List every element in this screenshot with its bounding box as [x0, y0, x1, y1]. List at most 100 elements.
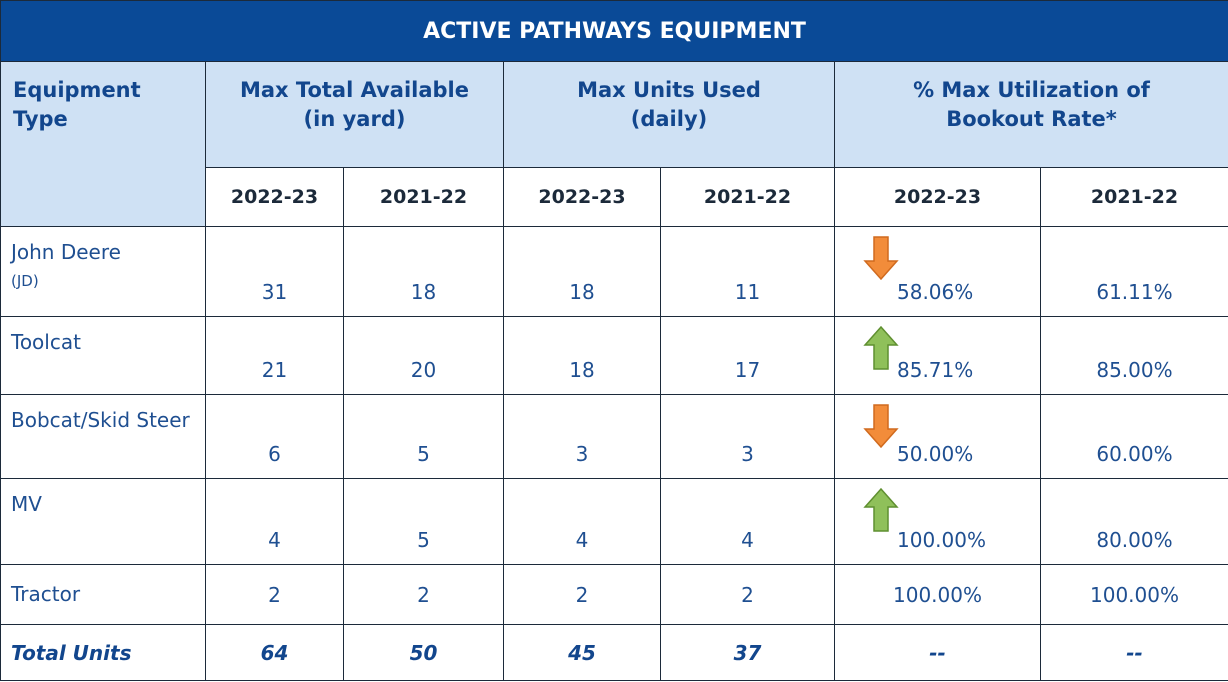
value-text: 3: [741, 442, 754, 466]
year-header: 2022-23: [834, 167, 1041, 227]
value-cell: 3: [660, 394, 835, 479]
value-cell: 80.00%: [1040, 478, 1228, 565]
value-text: 85.71%: [897, 358, 974, 382]
header-cell: % Max Utilization of Bookout Rate*: [834, 61, 1228, 168]
row-label: Bobcat/Skid Steer: [0, 394, 206, 479]
value-text: 100.00%: [897, 528, 986, 552]
value-cell: 31: [205, 226, 344, 317]
year-header: 2022-23: [503, 167, 661, 227]
total-cell: 45: [503, 624, 661, 681]
header-cell: Max Units Used (daily): [503, 61, 835, 168]
value-cell: 20: [343, 316, 504, 395]
table-row: Toolcat 21 20 18 17 85.71% 85.00%: [0, 316, 1228, 395]
value-cell: 100.00%: [834, 564, 1041, 625]
up-arrow: [863, 487, 899, 532]
header-line: Max Total Available: [239, 78, 469, 102]
value-cell: 11: [660, 226, 835, 317]
down-arrow: [863, 404, 899, 449]
total-cell: 50: [343, 624, 504, 681]
value-text: 50.00%: [897, 442, 974, 466]
value-cell: 50.00%: [834, 394, 1041, 479]
value-text: 31: [261, 280, 288, 304]
value-text: 2: [268, 582, 281, 607]
total-cell: 64: [205, 624, 344, 681]
total-row: Total Units 64 50 45 37 -- --: [0, 624, 1228, 681]
table-row: MV 4 5 4 4 100.00% 80.00%: [0, 478, 1228, 565]
value-cell: 21: [205, 316, 344, 395]
value-cell: 2: [205, 564, 344, 625]
total-label: Total Units: [0, 624, 206, 681]
value-text: 58.06%: [897, 280, 974, 304]
value-text: 4: [268, 528, 281, 552]
value-cell: 5: [343, 478, 504, 565]
label-text: John Deere: [11, 240, 121, 264]
value-cell: 85.00%: [1040, 316, 1228, 395]
header-line: Type: [13, 107, 68, 131]
value-text: 4: [741, 528, 754, 552]
year-header: 2021-22: [1040, 167, 1228, 227]
value-text: 3: [575, 442, 589, 466]
value-text: 5: [417, 528, 430, 552]
value-text: 4: [575, 528, 589, 552]
value-cell: 18: [503, 226, 661, 317]
value-cell: 4: [660, 478, 835, 565]
value-text: 100.00%: [893, 582, 982, 607]
year-header: 2021-22: [343, 167, 504, 227]
row-label: Tractor: [0, 564, 206, 625]
row-label: MV: [0, 478, 206, 565]
value-text: 60.00%: [1096, 442, 1173, 466]
label-note: (JD): [11, 272, 39, 290]
label-text: Tractor: [11, 582, 81, 606]
header-cell: Max Total Available (in yard): [205, 61, 504, 168]
value-cell: 6: [205, 394, 344, 479]
value-cell: 3: [503, 394, 661, 479]
label-text: Bobcat/Skid Steer: [11, 408, 190, 432]
value-text: 21: [261, 358, 288, 382]
value-text: 18: [569, 280, 595, 304]
value-text: 100.00%: [1090, 582, 1179, 607]
year-header: 2021-22: [660, 167, 835, 227]
value-cell: 60.00%: [1040, 394, 1228, 479]
header-line: Max Units Used: [577, 78, 761, 102]
value-text: 85.00%: [1096, 358, 1173, 382]
value-cell: 17: [660, 316, 835, 395]
value-cell: 61.11%: [1040, 226, 1228, 317]
value-cell: 85.71%: [834, 316, 1041, 395]
value-cell: 4: [205, 478, 344, 565]
table-row: Tractor 2 2 2 2 100.00% 100.00%: [0, 564, 1228, 625]
table-row: Bobcat/Skid Steer 6 5 3 3 50.00% 60.00%: [0, 394, 1228, 479]
header-line: Bookout Rate*: [946, 107, 1117, 131]
value-cell: 18: [503, 316, 661, 395]
total-cell: --: [1040, 624, 1228, 681]
total-cell: 37: [660, 624, 835, 681]
up-arrow: [863, 325, 899, 370]
header-line: % Max Utilization of: [913, 78, 1150, 102]
value-text: 61.11%: [1096, 280, 1173, 304]
value-text: 17: [734, 358, 761, 382]
header-line: (in yard): [303, 107, 406, 131]
value-cell: 100.00%: [1040, 564, 1228, 625]
value-cell: 5: [343, 394, 504, 479]
table-title: ACTIVE PATHWAYS EQUIPMENT: [0, 0, 1228, 62]
header-cell: Equipment Type: [0, 61, 206, 227]
header-line: Equipment: [13, 78, 141, 102]
header-line: (daily): [630, 107, 708, 131]
value-text: 5: [417, 442, 430, 466]
value-cell: 18: [343, 226, 504, 317]
down-arrow: [863, 236, 899, 281]
value-text: 2: [417, 582, 430, 607]
value-text: 20: [410, 358, 437, 382]
value-cell: 2: [660, 564, 835, 625]
value-cell: 2: [343, 564, 504, 625]
value-text: 18: [569, 358, 595, 382]
table-row: John Deere (JD) 31 18 18 11 58.06% 61.11%: [0, 226, 1228, 317]
label-text: Toolcat: [11, 330, 81, 354]
value-cell: 4: [503, 478, 661, 565]
value-cell: 2: [503, 564, 661, 625]
value-text: 2: [575, 582, 589, 607]
row-label: Toolcat: [0, 316, 206, 395]
value-text: 11: [734, 280, 761, 304]
value-text: 80.00%: [1096, 528, 1173, 552]
